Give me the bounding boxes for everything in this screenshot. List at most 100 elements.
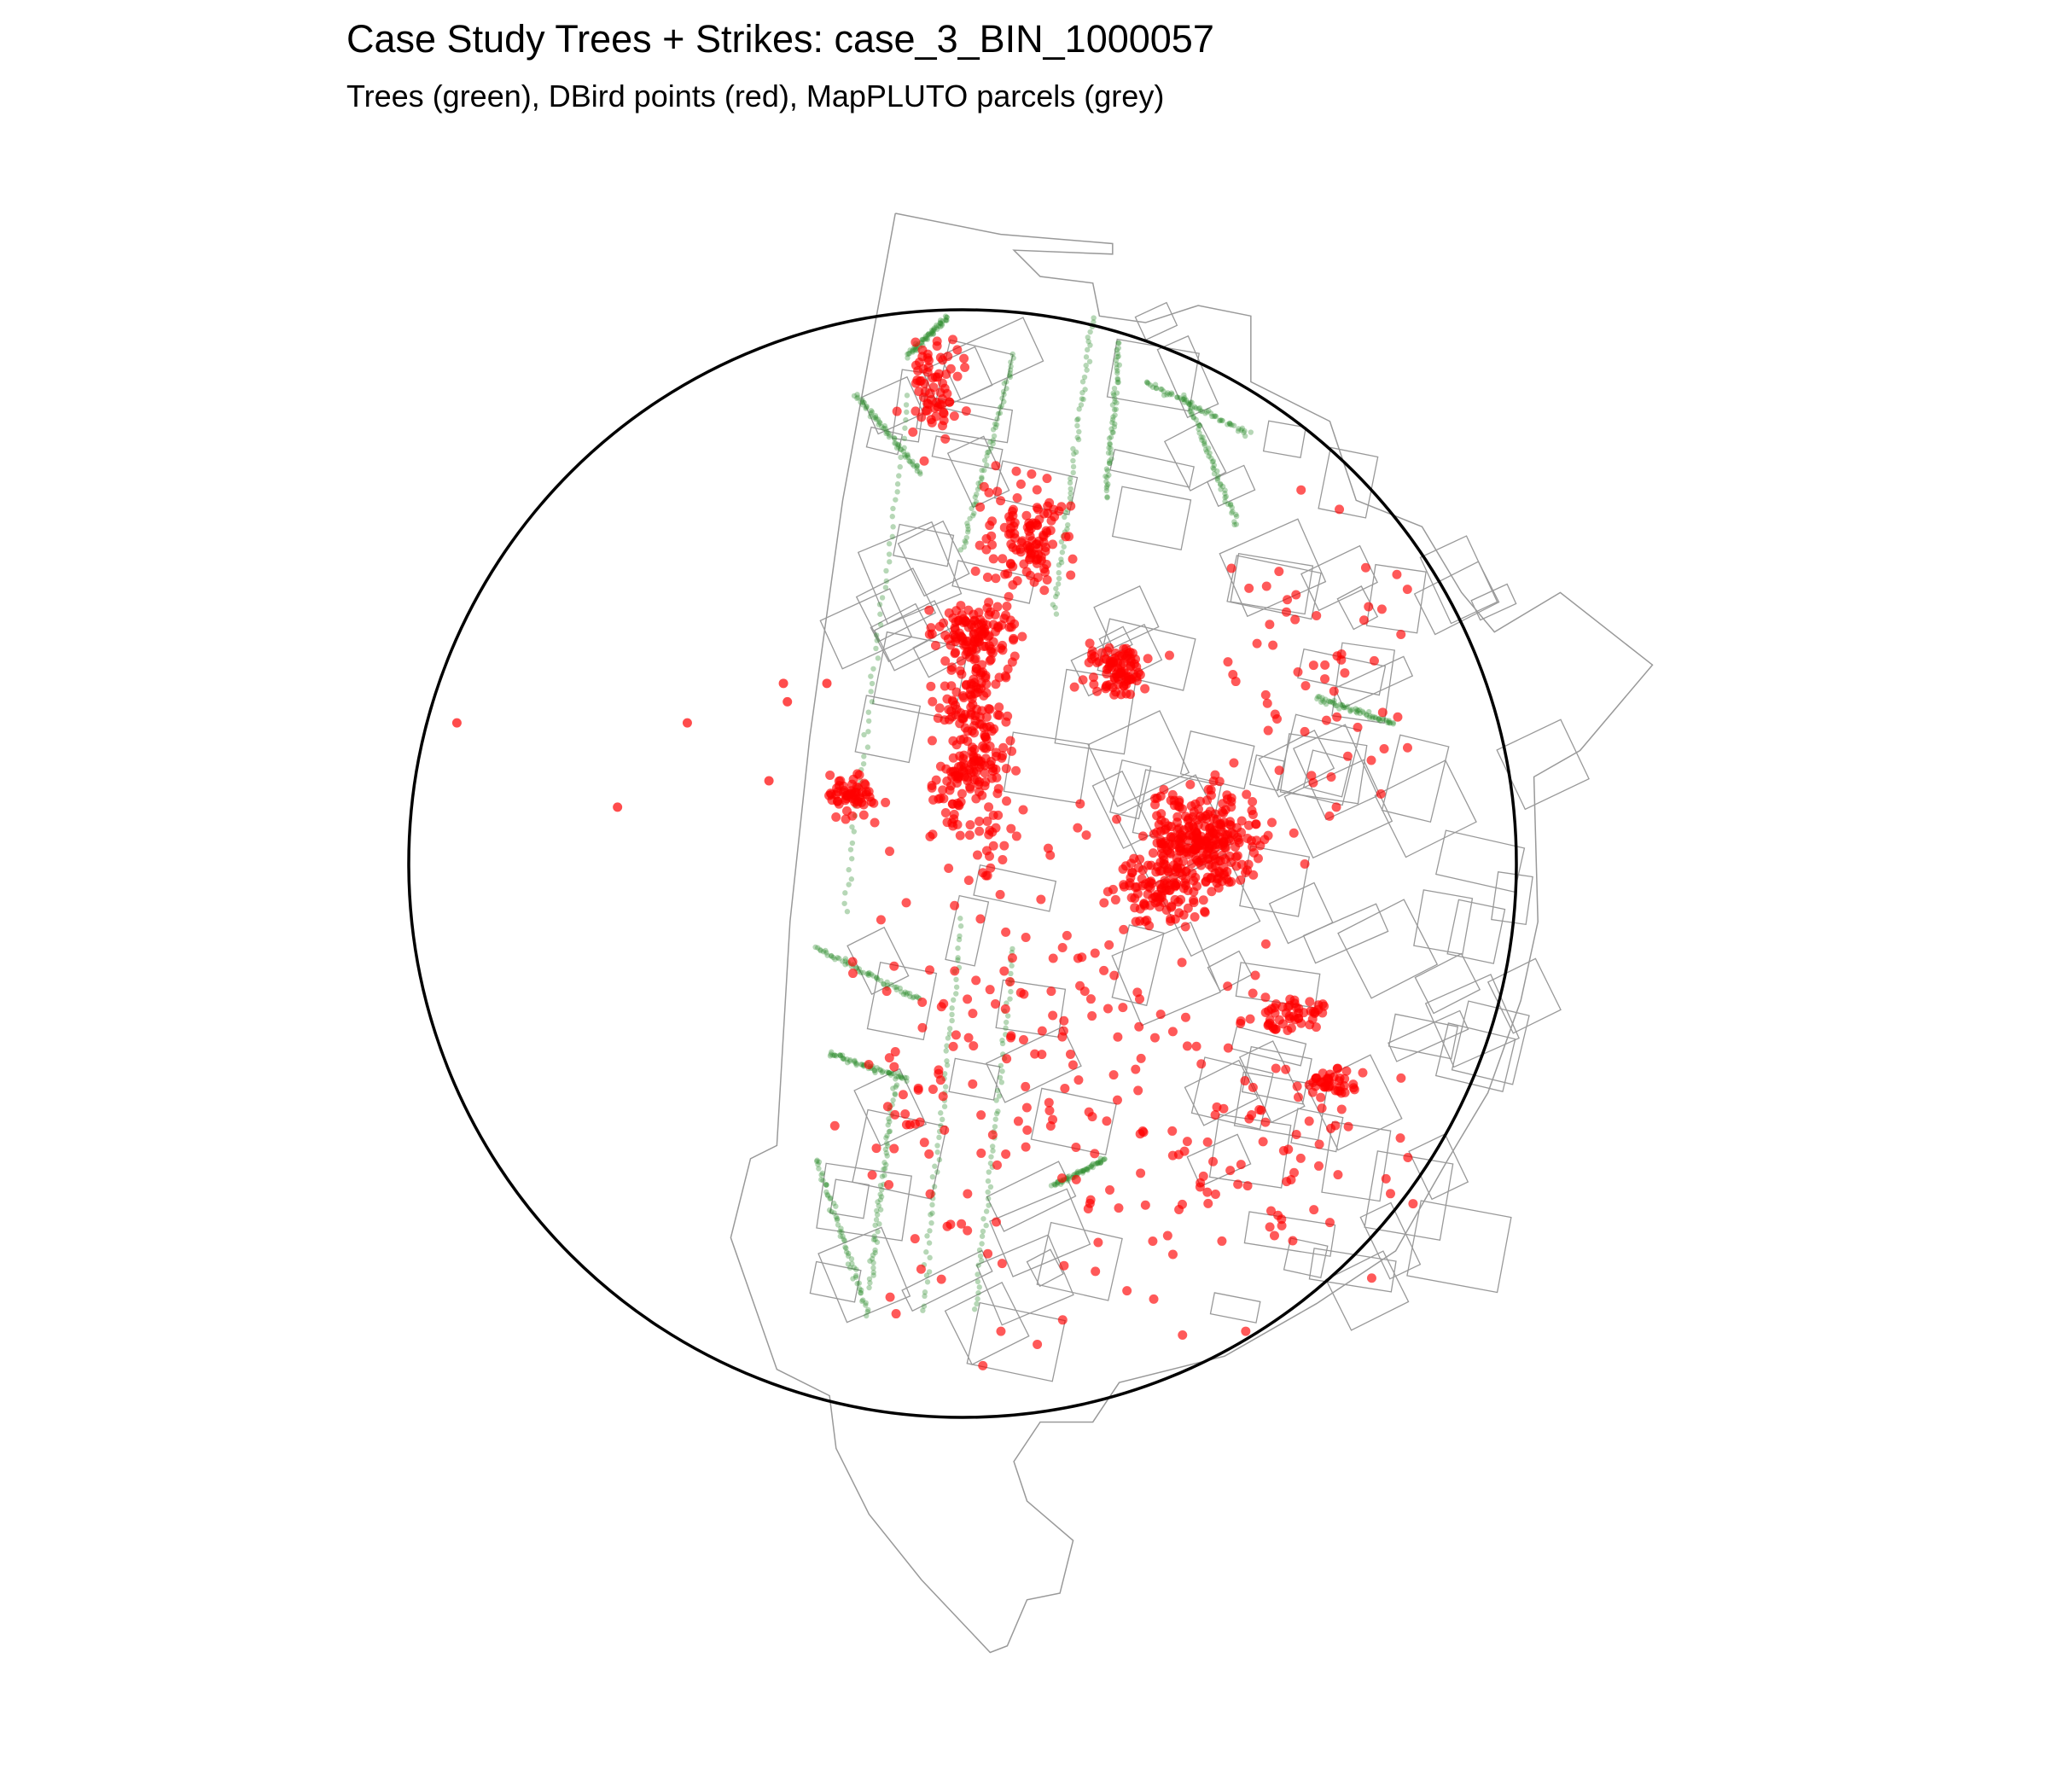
strike-point [1247,835,1257,846]
tree-point [889,1070,895,1077]
strike-point [963,994,973,1004]
tree-point [928,331,934,337]
parcel-polygon [1374,759,1477,858]
strike-point [1166,916,1176,926]
strike-point [882,1102,893,1112]
tree-point [1081,374,1088,381]
tree-point [847,1265,853,1271]
strike-point [1248,1082,1258,1092]
strike-point [861,787,871,797]
strike-point [1139,899,1149,910]
tree-point [1196,430,1202,436]
strike-point [1307,1014,1318,1024]
strike-point [1025,544,1035,555]
strike-point [981,620,992,630]
tree-point [1073,1170,1079,1176]
tree-point [882,426,888,432]
parcel-polygon [1226,555,1322,620]
tree-point [859,1298,865,1305]
tree-point [866,1276,873,1282]
tree-point [837,1052,843,1058]
tree-point [1201,442,1207,448]
tree-point [1387,720,1393,726]
tree-point [872,1247,878,1254]
strike-point [1182,1137,1192,1147]
strike-point [1104,940,1114,950]
strike-point [1207,887,1217,897]
tree-point [1242,433,1248,439]
tree-point [829,1052,836,1058]
strike-point [1176,846,1186,856]
strike-point [927,736,937,746]
strike-point [1148,1236,1158,1246]
parcel-polygon [847,926,910,996]
strike-point [1193,834,1203,844]
tree-point [1115,345,1122,352]
tree-point [868,673,874,679]
tree-point [838,1225,844,1231]
strike-point [1292,1081,1302,1091]
strike-point [945,640,956,650]
strike-point [1007,953,1017,963]
strike-point [924,629,934,639]
parcel-polygon [1231,1026,1307,1067]
strike-point [1207,822,1217,832]
strike-point [1062,930,1072,940]
tree-point [907,347,913,353]
parcel-polygon [866,962,938,1041]
strike-point [1402,742,1412,753]
tree-point [928,327,935,334]
tree-point [1097,1155,1103,1161]
parcel-polygon [1487,957,1562,1034]
tree-point [867,1258,873,1264]
tree-point [883,428,890,434]
strike-point [1289,828,1299,838]
strike-point [870,817,880,828]
tree-point [1007,370,1013,376]
tree-point [994,416,1000,422]
tree-point [928,1219,934,1226]
tree-point [939,323,945,329]
strike-point [980,768,990,778]
parcel-polygon [901,1249,993,1312]
parcel-polygon [1302,749,1353,798]
strike-point [1300,681,1311,691]
strike-point [1251,819,1261,829]
strike-point [1324,1082,1334,1092]
tree-point [964,523,971,529]
strike-point [1319,1001,1329,1011]
tree-point [886,1129,893,1135]
tree-point [1316,694,1323,700]
strike-point [1001,672,1011,683]
tree-point [1248,429,1254,435]
strike-point [1286,1023,1296,1033]
tree-point [884,979,890,986]
strike-point [1180,922,1190,932]
strike-point [1039,530,1049,540]
tree-point [864,404,870,410]
tree-point [1204,409,1210,415]
strike-point [1216,818,1226,829]
tree-point [914,463,920,469]
tree-point [854,392,860,398]
tree-point [1376,716,1382,722]
strike-point [1223,981,1233,992]
tree-point [829,1049,835,1056]
tree-point [1198,434,1204,440]
tree-point [1332,702,1339,708]
strike-point [1340,668,1350,678]
tree-point [1085,1164,1092,1171]
tree-point [895,1073,901,1080]
tree-point [1236,426,1242,432]
strike-point [966,620,976,630]
tree-point [1074,416,1080,423]
tree-point [868,689,874,695]
strike-point [1200,907,1210,917]
tree-point [892,1091,898,1097]
tree-point [1336,706,1342,712]
tree-point [817,947,823,954]
tree-point [898,446,904,452]
strike-point [889,961,899,971]
strike-point [1000,569,1010,579]
tree-point [1079,1168,1085,1174]
